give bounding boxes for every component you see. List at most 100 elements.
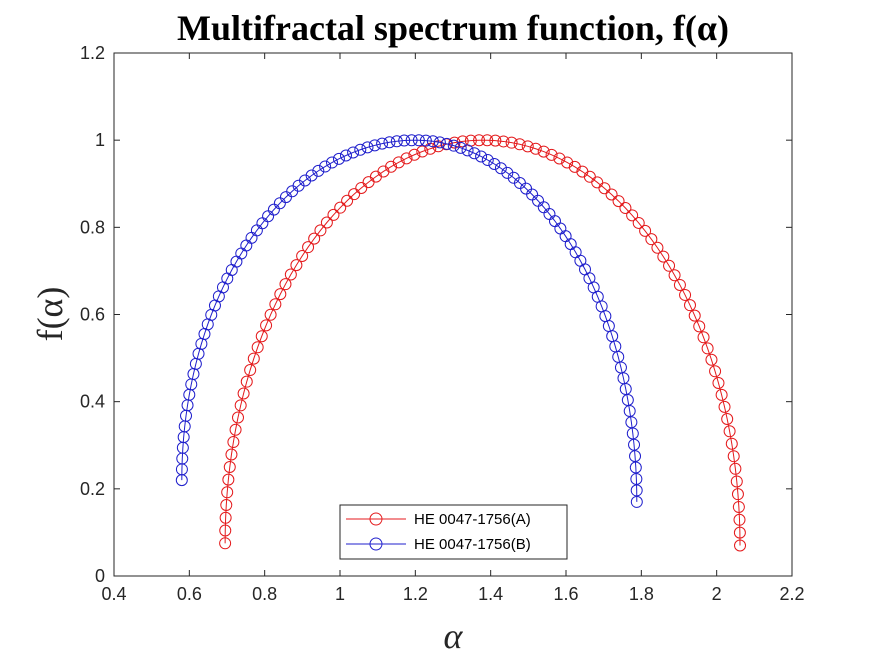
data-point xyxy=(598,182,611,195)
data-point xyxy=(347,146,360,159)
data-point xyxy=(355,181,368,194)
x-tick-label: 0.4 xyxy=(101,584,126,604)
data-point xyxy=(454,141,467,154)
data-point xyxy=(308,232,321,245)
data-point xyxy=(383,136,396,149)
data-point xyxy=(684,299,696,312)
data-point xyxy=(673,278,686,291)
x-tick-label: 0.8 xyxy=(252,584,277,604)
x-tick-label: 1.4 xyxy=(478,584,503,604)
legend-swatch-marker xyxy=(369,537,383,551)
x-tick-label: 2.2 xyxy=(779,584,804,604)
data-point xyxy=(405,134,418,147)
data-point xyxy=(481,134,494,147)
series-b xyxy=(175,134,643,508)
legend-label: HE 0047-1756(A) xyxy=(414,511,531,528)
data-point xyxy=(392,156,405,169)
data-point xyxy=(269,298,282,311)
data-point xyxy=(234,399,247,412)
data-point xyxy=(545,148,558,161)
data-point xyxy=(219,524,232,537)
data-point xyxy=(244,364,257,377)
data-point xyxy=(501,166,514,179)
data-point xyxy=(327,208,340,221)
data-point xyxy=(645,233,658,246)
data-point xyxy=(341,194,354,207)
data-point xyxy=(709,365,722,378)
data-point xyxy=(725,437,738,450)
data-point xyxy=(513,138,526,151)
data-point xyxy=(419,134,432,147)
data-point xyxy=(440,137,453,150)
data-point xyxy=(290,259,303,272)
data-point xyxy=(332,152,345,165)
data-point xyxy=(274,288,287,301)
chart-title: Multifractal spectrum function, f(α) xyxy=(177,8,729,48)
y-tick-label: 0.6 xyxy=(80,305,105,325)
data-point xyxy=(727,450,740,463)
data-point xyxy=(247,352,260,365)
data-point xyxy=(398,134,411,147)
y-tick-label: 0.2 xyxy=(80,479,105,499)
y-tick-label: 1 xyxy=(95,130,105,150)
data-point xyxy=(334,201,347,214)
data-point xyxy=(732,500,745,513)
data-point xyxy=(376,137,389,150)
data-point xyxy=(497,135,510,148)
data-point xyxy=(361,141,374,154)
data-point xyxy=(721,413,734,426)
data-point xyxy=(251,341,264,354)
data-point xyxy=(733,526,746,539)
data-point xyxy=(220,498,233,511)
data-point xyxy=(368,139,381,152)
data-point xyxy=(468,147,481,160)
data-point xyxy=(731,488,744,501)
axis-ticks: 0.4 0.6 0.8 1 1.2 1.4 1.6 1.8 2 2.2 0 0.2 0.4 0.6 0.8 1… xyxy=(80,43,805,604)
data-point xyxy=(723,425,736,438)
data-point xyxy=(626,209,639,222)
data-point xyxy=(461,144,474,157)
data-point xyxy=(693,320,706,333)
data-point xyxy=(219,511,232,524)
data-point xyxy=(553,152,566,165)
data-point xyxy=(715,388,728,401)
data-point xyxy=(447,139,460,152)
data-point xyxy=(305,169,318,182)
data-point xyxy=(630,495,643,508)
data-point xyxy=(561,156,574,169)
data-point xyxy=(229,423,242,436)
data-point xyxy=(325,156,338,169)
series-layer xyxy=(175,134,747,552)
data-point xyxy=(612,195,625,208)
data-point xyxy=(296,249,309,262)
data-point xyxy=(400,152,413,165)
data-point xyxy=(219,537,232,550)
data-point xyxy=(412,134,425,147)
data-point xyxy=(494,162,507,175)
data-point xyxy=(223,461,236,474)
data-point xyxy=(639,224,652,237)
x-tick-label: 0.6 xyxy=(177,584,202,604)
y-tick-label: 0 xyxy=(95,566,105,586)
data-point xyxy=(320,216,333,229)
x-axis-label: α xyxy=(444,616,464,656)
data-point xyxy=(264,308,277,321)
data-point xyxy=(605,188,618,201)
data-point xyxy=(267,203,280,216)
data-point xyxy=(312,164,325,177)
data-point xyxy=(408,148,421,161)
data-point xyxy=(284,268,297,281)
data-point xyxy=(688,309,701,322)
data-point xyxy=(619,202,632,215)
data-point xyxy=(385,160,398,173)
data-point xyxy=(225,448,238,461)
data-point xyxy=(227,436,240,449)
data-point xyxy=(663,259,676,272)
data-point xyxy=(718,400,731,413)
y-tick-label: 1.2 xyxy=(80,43,105,63)
data-point xyxy=(273,197,286,210)
data-point xyxy=(240,375,253,388)
data-point xyxy=(632,216,645,229)
data-point xyxy=(712,376,725,389)
